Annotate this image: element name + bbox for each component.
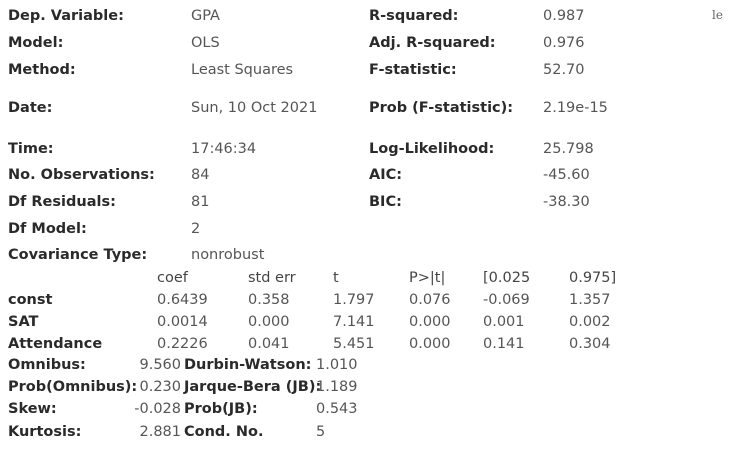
summary-value: 2 <box>191 221 201 237</box>
column-header: 0.975] <box>569 270 617 286</box>
diag-label: Skew: <box>8 401 57 417</box>
diag-label: Omnibus: <box>8 357 86 373</box>
table-cell: 0.000 <box>409 336 451 352</box>
diag-value: 9.560 <box>139 357 181 373</box>
summary-label: Log-Likelihood: <box>369 141 495 157</box>
summary-value: 52.70 <box>543 62 585 78</box>
summary-label: Df Model: <box>8 221 87 237</box>
table-cell: 0.0014 <box>157 314 208 330</box>
summary-value: -38.30 <box>543 194 590 210</box>
summary-label: Date: <box>8 100 53 116</box>
diag-value: 1.010 <box>316 357 358 373</box>
summary-value: 25.798 <box>543 141 594 157</box>
table-cell: 0.001 <box>483 314 525 330</box>
summary-label: BIC: <box>369 194 402 210</box>
summary-value: 0.976 <box>543 35 585 51</box>
table-cell: 0.304 <box>569 336 611 352</box>
diag-value: 5 <box>316 424 326 440</box>
table-cell: 0.041 <box>248 336 290 352</box>
table-cell: 7.141 <box>333 314 375 330</box>
table-cell: -0.069 <box>483 292 530 308</box>
summary-label: F-statistic: <box>369 62 457 78</box>
diag-value: 0.230 <box>139 379 181 395</box>
table-cell: 0.002 <box>569 314 611 330</box>
table-cell: 1.357 <box>569 292 611 308</box>
summary-value: 81 <box>191 194 210 210</box>
diag-label: Jarque-Bera (JB): <box>184 379 322 395</box>
table-cell: 0.076 <box>409 292 451 308</box>
summary-label: Covariance Type: <box>8 247 148 263</box>
row-label: Attendance <box>8 336 103 352</box>
row-label: SAT <box>8 314 39 330</box>
summary-label: Time: <box>8 141 54 157</box>
row-label: const <box>8 292 53 308</box>
summary-value: Sun, 10 Oct 2021 <box>191 100 318 116</box>
summary-value: 17:46:34 <box>191 141 257 157</box>
column-header: std err <box>248 270 296 286</box>
column-header: t <box>333 270 339 286</box>
summary-value: nonrobust <box>191 247 265 263</box>
table-cell: 0.6439 <box>157 292 208 308</box>
summary-label: Df Residuals: <box>8 194 116 210</box>
summary-label: Prob (F-statistic): <box>369 100 514 116</box>
table-cell: 0.141 <box>483 336 525 352</box>
diag-label: Prob(JB): <box>184 401 258 417</box>
diag-label: Durbin-Watson: <box>184 357 312 373</box>
summary-label: Model: <box>8 35 64 51</box>
table-cell: 0.2226 <box>157 336 208 352</box>
column-header: coef <box>157 270 188 286</box>
diag-label: Cond. No. <box>184 424 264 440</box>
summary-value: 0.987 <box>543 8 585 24</box>
summary-value: 2.19e-15 <box>543 100 608 116</box>
summary-value: Least Squares <box>191 62 294 78</box>
diag-value: 0.543 <box>316 401 358 417</box>
diag-value: 1.189 <box>316 379 358 395</box>
summary-label: AIC: <box>369 167 403 183</box>
table-cell: 0.358 <box>248 292 290 308</box>
column-header: P>|t| <box>409 270 446 286</box>
table-cell: 1.797 <box>333 292 375 308</box>
table-cell: 0.000 <box>409 314 451 330</box>
summary-label: No. Observations: <box>8 167 155 183</box>
summary-value: 84 <box>191 167 210 183</box>
table-cell: 0.000 <box>248 314 290 330</box>
table-cell: 5.451 <box>333 336 375 352</box>
summary-value: GPA <box>191 8 220 24</box>
summary-label: Dep. Variable: <box>8 8 124 24</box>
diag-label: Prob(Omnibus): <box>8 379 138 395</box>
summary-label: R-squared: <box>369 8 459 24</box>
diag-value: -0.028 <box>134 401 181 417</box>
summary-label: Adj. R-squared: <box>369 35 496 51</box>
summary-value: -45.60 <box>543 167 590 183</box>
diag-value: 2.881 <box>139 424 181 440</box>
column-header: [0.025 <box>483 270 531 286</box>
diag-label: Kurtosis: <box>8 424 82 440</box>
summary-value: OLS <box>191 35 220 51</box>
clipped-text: le <box>712 8 723 22</box>
summary-label: Method: <box>8 62 76 78</box>
